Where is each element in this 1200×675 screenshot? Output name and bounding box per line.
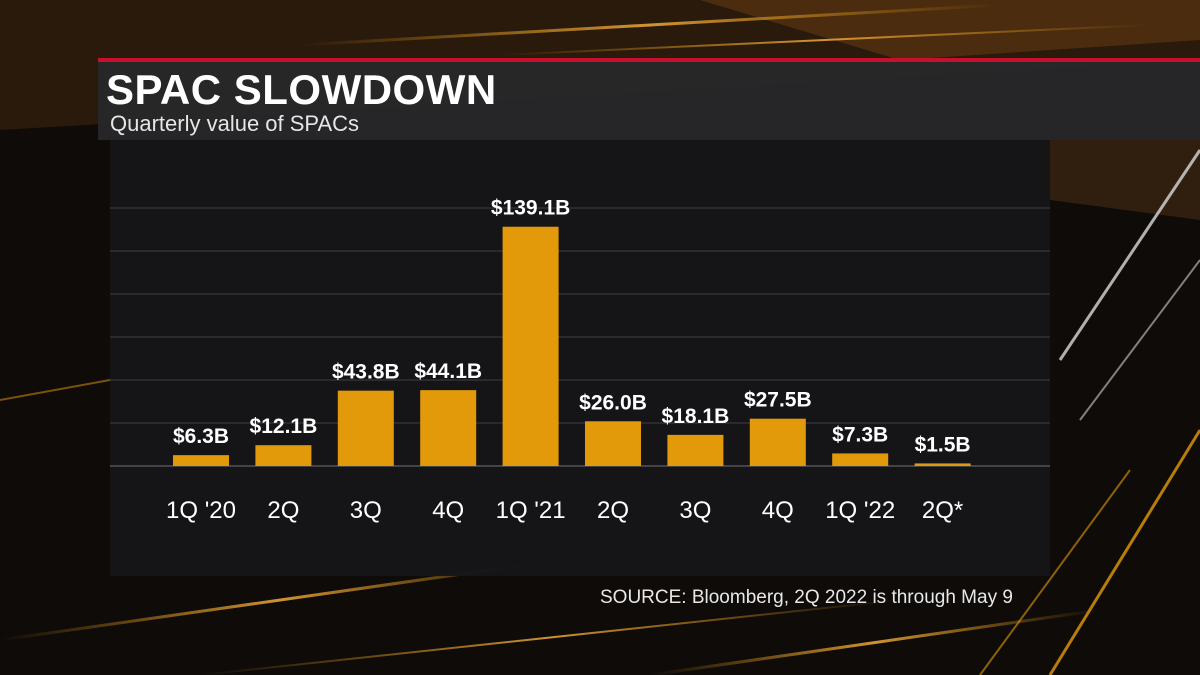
x-tick-label: 2Q* [922,497,963,524]
bar [667,434,724,466]
chart-panel [110,140,1050,576]
bar-value-label: $139.1B [491,197,570,220]
bar-value-label: $12.1B [250,415,318,438]
bar [255,445,312,466]
bar-value-label: $6.3B [173,425,229,448]
bar [337,390,394,466]
bar [173,455,229,466]
page-title: SPAC SLOWDOWN [106,66,497,113]
bar-value-label: $1.5B [915,433,971,456]
x-tick-label: 4Q [432,497,464,524]
x-tick-label: 4Q [762,497,794,524]
x-tick-label: 1Q '22 [825,497,895,524]
bar-chart: $6.3B 1Q '20 $12.1B 2Q $43.8B 3Q $44.1B 4Q $139.… [110,197,1050,524]
bar [914,463,971,466]
bar [502,226,559,466]
x-tick-label: 3Q [350,497,382,524]
bar [420,390,477,466]
bar-value-label: $18.1B [662,405,730,428]
bar [749,418,806,466]
accent-bar [98,58,1200,62]
bar-value-label: $43.8B [332,361,400,384]
bar-value-label: $26.0B [579,391,647,414]
bar-value-label: $7.3B [832,423,888,446]
title-band [98,62,1200,140]
x-tick-label: 1Q '21 [496,497,566,524]
page-subtitle: Quarterly value of SPACs [110,111,360,136]
bar [832,453,889,466]
x-tick-label: 3Q [679,497,711,524]
x-tick-label: 2Q [597,497,629,524]
x-tick-label: 1Q '20 [166,497,236,524]
source-note: SOURCE: Bloomberg, 2Q 2022 is through Ma… [600,587,1013,608]
bar [585,421,641,466]
bar-value-label: $27.5B [744,389,812,412]
x-tick-label: 2Q [267,497,299,524]
bar-value-label: $44.1B [414,360,482,383]
